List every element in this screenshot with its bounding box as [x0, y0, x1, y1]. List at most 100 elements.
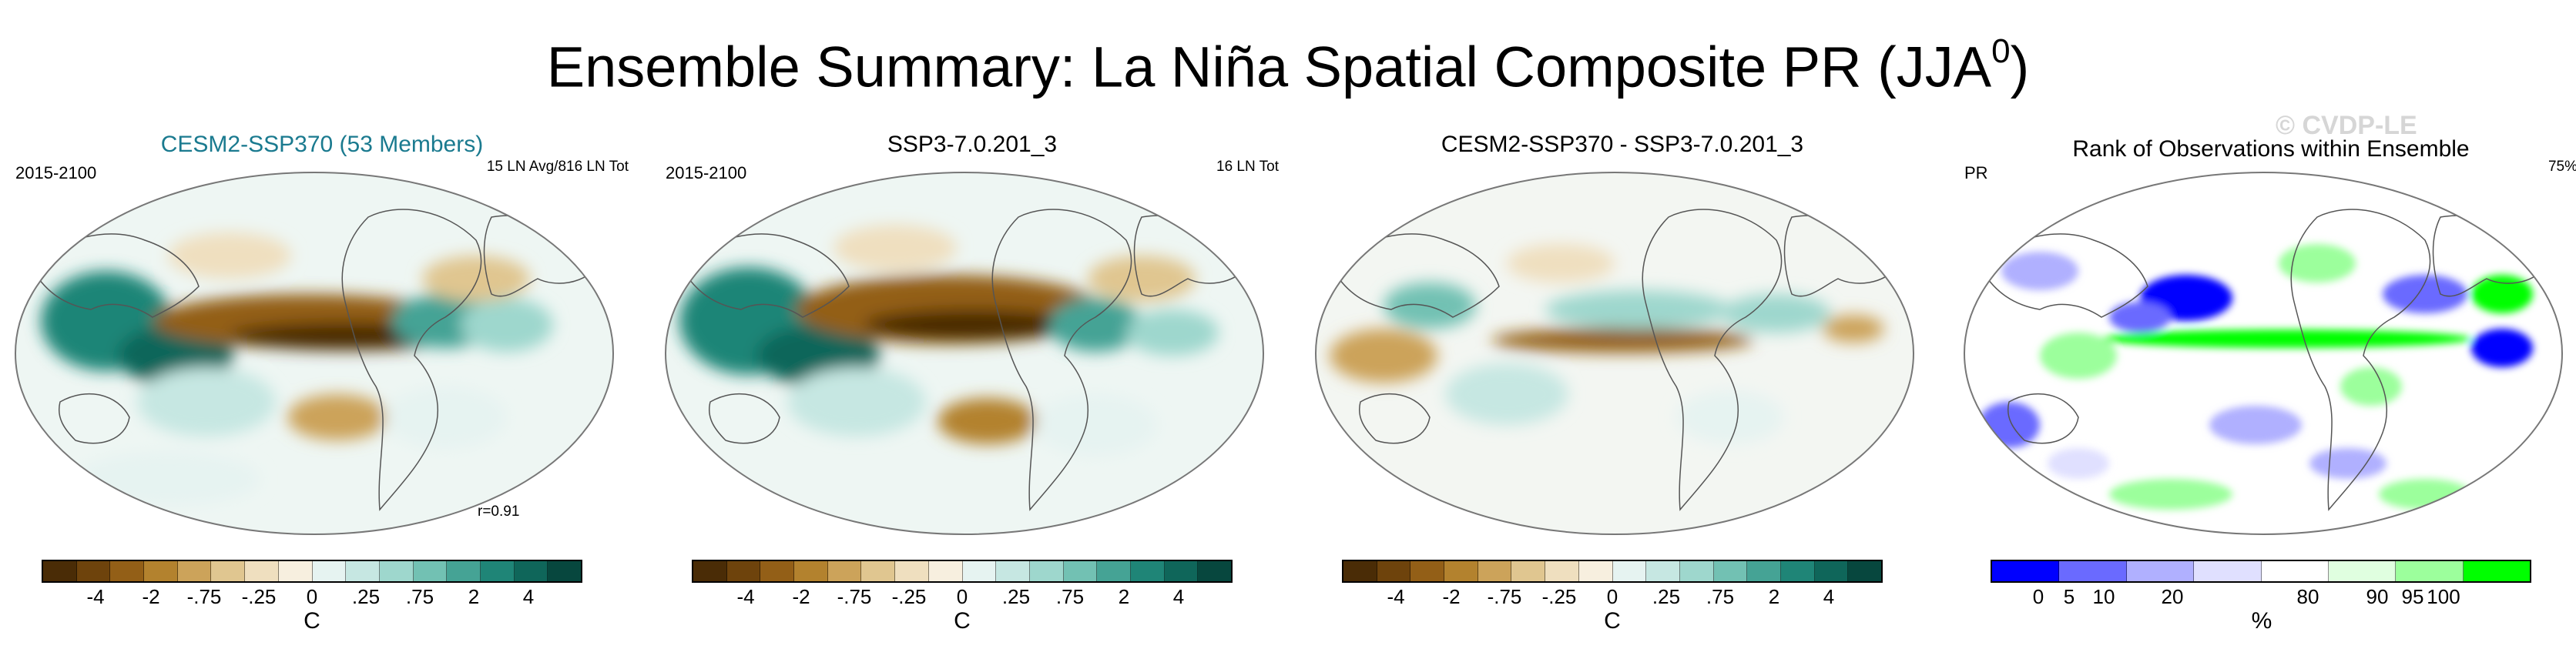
- cvdp-le-watermark: © CVDP-LE: [2276, 111, 2417, 140]
- colorbar-swatch: [1780, 561, 1815, 581]
- continent-outline: [709, 393, 780, 444]
- anomaly-region: [461, 298, 553, 352]
- event-count-label: 16 LN Tot: [1216, 159, 1279, 175]
- colorbar-swatch: [726, 561, 761, 581]
- colorbar-tick: .25: [351, 585, 381, 608]
- colorbar-swatch: [1444, 561, 1478, 581]
- panel-title: CESM2-SSP370 - SSP3-7.0.201_3: [1441, 132, 1804, 157]
- colorbar-tick: .25: [1001, 585, 1031, 608]
- map-background: [1316, 172, 1914, 534]
- colorbar-swatch: [1478, 561, 1512, 581]
- map-border: [15, 172, 614, 535]
- colorbar-swatch: [2126, 561, 2195, 581]
- colorbar-swatch: [211, 561, 246, 581]
- anomaly-region: [422, 256, 530, 302]
- continent-outline: [1977, 233, 2148, 318]
- colorbar-swatch: [1992, 561, 2060, 581]
- colorbar-tick: -4: [736, 585, 755, 608]
- anomaly-region: [1823, 315, 1884, 343]
- colorbar-tick: .75: [1706, 585, 1735, 608]
- rank-region: [2209, 406, 2302, 444]
- colorbar-tick: 2: [1768, 585, 1780, 608]
- colorbar-swatch: [794, 561, 828, 581]
- continent-outline: [679, 233, 850, 318]
- colorbar-tick: -2: [792, 585, 810, 608]
- colorbar-swatch: [861, 561, 896, 581]
- anomaly-region: [1507, 244, 1615, 283]
- colorbar-swatch: [2396, 561, 2464, 581]
- anomaly-region: [1676, 390, 1784, 444]
- colorbar-swatch: [514, 561, 548, 581]
- colorbar-tick: -.25: [1541, 585, 1577, 608]
- colorbar-tick: .75: [1055, 585, 1085, 608]
- anomaly-region: [168, 232, 291, 279]
- colorbar: [692, 560, 1233, 583]
- composite-map: [665, 172, 1264, 535]
- colorbar-swatch: [43, 561, 77, 581]
- colorbar-swatch: [1063, 561, 1098, 581]
- continent-outline: [1359, 393, 1431, 444]
- continent-outline: [2007, 393, 2079, 444]
- anomaly-region: [1049, 298, 1142, 352]
- map-border: [1964, 172, 2563, 535]
- anomaly-region: [787, 367, 926, 437]
- colorbar: [42, 560, 582, 583]
- anomaly-region: [1545, 290, 1730, 329]
- panel-ssp3-7-0: SSP3-7.0.201_3 2015-2100 16 LN Tot: [650, 0, 1294, 659]
- colorbar-tick: -.75: [837, 585, 872, 608]
- colorbar-tick: 0: [956, 585, 968, 608]
- rank-region: [2471, 275, 2533, 313]
- anomaly-region: [1126, 309, 1219, 356]
- rank-colorbar: [1991, 560, 2531, 583]
- continent-outline: [2290, 209, 2431, 511]
- colorbar-tick: -2: [1442, 585, 1461, 608]
- colorbar-swatch: [2059, 561, 2127, 581]
- colorbar-tick: -4: [1387, 585, 1405, 608]
- colorbar-tick: -2: [142, 585, 160, 608]
- colorbar-swatch: [278, 561, 313, 581]
- colorbar: [1342, 560, 1883, 583]
- colorbar-swatch: [1029, 561, 1064, 581]
- anomaly-region: [834, 225, 957, 271]
- anomaly-region: [1491, 328, 1753, 353]
- colorbar-unit: C: [954, 608, 971, 634]
- colorbar-tick: 0: [2032, 585, 2044, 608]
- colorbar-tick: .25: [1652, 585, 1681, 608]
- colorbar-swatch: [413, 561, 448, 581]
- colorbar-swatch: [144, 561, 178, 581]
- colorbar-swatch: [480, 561, 515, 581]
- rank-region: [2309, 448, 2386, 479]
- colorbar-tick: 2: [1118, 585, 1130, 608]
- colorbar-swatch: [1130, 561, 1165, 581]
- colorbar-swatch: [827, 561, 862, 581]
- anomaly-region: [137, 367, 276, 437]
- anomaly-region: [1445, 363, 1568, 425]
- period-label: 2015-2100: [666, 163, 747, 182]
- colorbar-tick: -.75: [186, 585, 222, 608]
- colorbar-swatch: [245, 561, 279, 581]
- colorbar-swatch: [379, 561, 414, 581]
- colorbar-tick: -.25: [891, 585, 927, 608]
- anomaly-region: [384, 386, 507, 448]
- colorbar-swatch: [1410, 561, 1445, 581]
- colorbar-swatch: [1848, 561, 1881, 581]
- anomaly-region: [1088, 256, 1196, 302]
- colorbar-tick: -4: [86, 585, 105, 608]
- map-border: [665, 172, 1264, 535]
- anomaly-region: [937, 398, 1038, 444]
- percent-label: 75%: [2547, 159, 2576, 175]
- colorbar-tick: 10: [2092, 585, 2115, 608]
- colorbar-tick: -.25: [241, 585, 277, 608]
- anomaly-region: [287, 394, 387, 440]
- panel-rank: Rank of Observations within Ensemble PR …: [1949, 0, 2576, 659]
- colorbar-swatch: [1612, 561, 1647, 581]
- map-border: [1315, 172, 1914, 535]
- colorbar-swatch: [1097, 561, 1131, 581]
- colorbar-swatch: [312, 561, 347, 581]
- colorbar-swatch: [346, 561, 380, 581]
- colorbar-tick: 20: [2161, 585, 2184, 608]
- colorbar-swatch: [1814, 561, 1849, 581]
- variable-label: PR: [1964, 163, 1988, 182]
- rank-region: [2040, 333, 2117, 379]
- rank-region: [2471, 329, 2533, 367]
